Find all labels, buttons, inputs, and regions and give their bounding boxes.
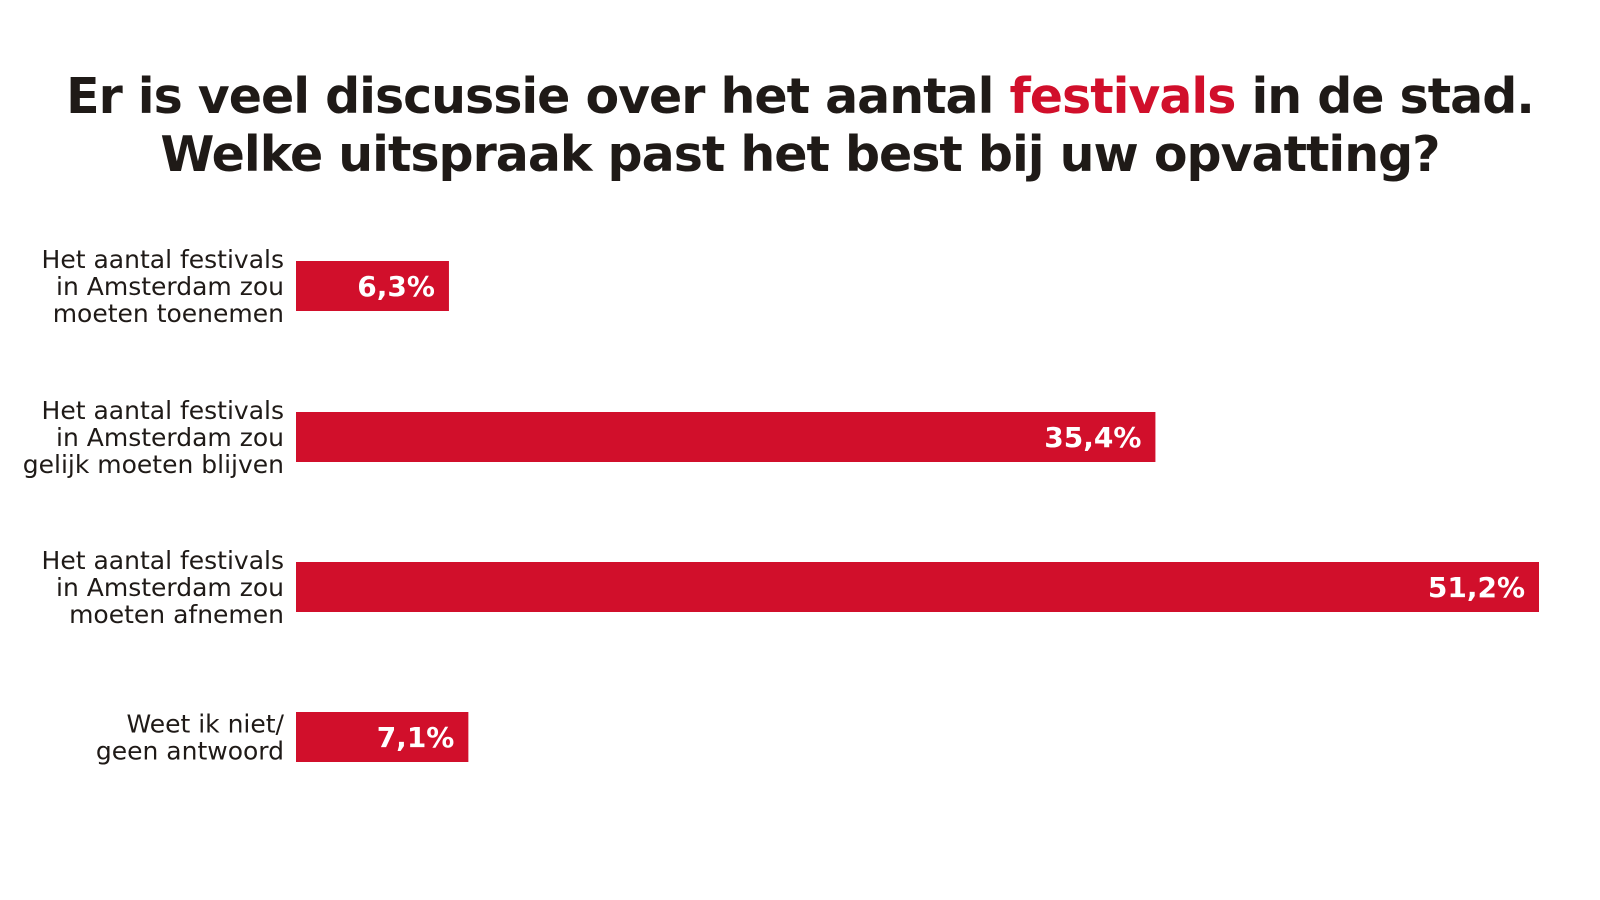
category-label-1-line-2: in Amsterdam zou [56,272,284,301]
value-label-3: 51,2% [1428,571,1525,604]
chart-title: Er is veel discussie over het aantal fes… [0,68,1600,184]
title-line1-before: Er is veel discussie over het aantal [66,68,1010,125]
category-label-2-line-3: gelijk moeten blijven [23,450,284,479]
bar-1 [296,261,449,311]
bar-3 [296,562,1539,612]
title-line2: Welke uitspraak past het best bij uw opv… [160,126,1440,183]
category-label-3-line-2: in Amsterdam zou [56,573,284,602]
category-label-1-line-1: Het aantal festivals [42,245,284,274]
category-label-4-line-1: Weet ik niet/ [126,710,284,739]
value-label-4: 7,1% [377,721,455,754]
bar-4 [296,712,469,762]
title-line1-after: in de stad. [1235,68,1534,125]
category-label-2-line-2: in Amsterdam zou [56,423,284,452]
bar-2 [296,412,1156,462]
category-label-3-line-3: moeten afnemen [69,600,284,629]
title-highlight: festivals [1009,68,1236,125]
category-label-2-line-1: Het aantal festivals [42,396,284,425]
category-label-4: Weet ik niet/geen antwoord [96,710,285,766]
value-label-2: 35,4% [1044,421,1141,454]
value-label-1: 6,3% [357,270,435,303]
category-label-4-line-2: geen antwoord [96,737,284,766]
category-label-3-line-1: Het aantal festivals [42,546,284,575]
category-label-1-line-3: moeten toenemen [53,299,284,328]
